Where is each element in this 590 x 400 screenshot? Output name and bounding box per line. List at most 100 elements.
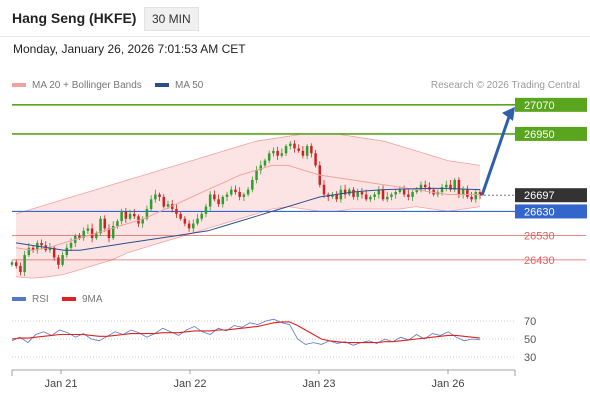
rsi-tick-70: 70	[524, 316, 536, 328]
candle-body	[213, 194, 216, 200]
candle-body	[179, 213, 182, 219]
level-label-target-2: 27070	[524, 100, 555, 112]
candle-body	[276, 150, 279, 156]
candle-body	[305, 146, 309, 156]
candle-body	[154, 194, 157, 200]
rsi-panel: 70 50 30	[11, 316, 536, 364]
candle-body	[19, 265, 22, 272]
candle-body	[57, 257, 60, 265]
x-axis: Jan 21 Jan 22 Jan 23 Jan 26	[11, 369, 516, 390]
level-tag-target-1	[515, 126, 587, 141]
candle-body	[196, 218, 199, 224]
candle-body	[297, 148, 300, 151]
legend-rsi: RSI	[12, 294, 49, 305]
candle-body	[293, 143, 296, 149]
x-tick-label: Jan 21	[44, 378, 77, 390]
timestamp: Monday, January 26, 2026 7:01:53 AM CET	[13, 42, 246, 56]
bollinger-bands	[15, 133, 481, 279]
candle-body	[331, 194, 334, 197]
candle-body	[470, 196, 473, 200]
candle-body	[474, 192, 478, 200]
candle-body	[322, 184, 326, 195]
candle-body	[255, 170, 258, 180]
candle-body	[280, 153, 284, 156]
candle-body	[411, 192, 414, 197]
rsi-swatch	[12, 297, 26, 302]
rsi-series-rsi	[11, 318, 481, 346]
candle-body	[90, 228, 94, 239]
candle-body	[225, 194, 229, 197]
candle-body	[377, 189, 381, 195]
candle-body	[14, 262, 18, 266]
legend-rsi-ma-label: 9MA	[82, 294, 103, 305]
candle-body	[23, 255, 26, 272]
candle-body	[166, 204, 170, 207]
candle-body	[466, 189, 469, 197]
candle-body	[360, 192, 364, 195]
candle-body	[385, 196, 389, 200]
credit-text: Research © 2026 Trading Central	[430, 80, 580, 91]
moving-averages	[15, 164, 481, 251]
x-tick-label: Jan 26	[431, 378, 464, 390]
candle-body	[31, 247, 35, 251]
candle-body	[453, 179, 456, 190]
candle-body	[394, 192, 397, 195]
forecast-arrow	[480, 106, 515, 196]
timeframe-badge[interactable]: 30 MIN	[144, 7, 199, 31]
candle-body	[272, 150, 275, 154]
candle-body	[242, 194, 246, 197]
candle-body	[419, 184, 423, 190]
candle-body	[423, 184, 427, 188]
candle-body	[440, 187, 444, 193]
rsi-tick-30: 30	[524, 352, 536, 364]
rsi-series-9ma	[11, 321, 481, 344]
ma50-swatch	[155, 83, 169, 88]
candle-body	[229, 189, 233, 195]
ma20-line	[15, 164, 480, 251]
level-tag-current-price	[515, 188, 587, 203]
candle-body	[352, 189, 355, 197]
bollinger-swatch	[12, 83, 26, 88]
candle-body	[48, 247, 52, 251]
rsi-tick-50: 50	[524, 334, 536, 346]
candle-body	[170, 204, 174, 210]
price-labels: 27070 26950 26697 26630 26530 26430	[515, 97, 587, 267]
candle-body	[120, 211, 123, 222]
candle-body	[267, 153, 271, 161]
candle-body	[284, 146, 288, 154]
candle-body	[314, 153, 317, 166]
candle-body	[343, 189, 347, 195]
candle-body	[124, 211, 128, 219]
candle-body	[192, 223, 195, 229]
candle-body	[149, 199, 153, 210]
candle-body	[103, 218, 107, 229]
candle-body	[82, 230, 85, 239]
candle-body	[200, 213, 203, 219]
x-tick-label: Jan 23	[302, 378, 335, 390]
candle-body	[162, 196, 166, 207]
candle-body	[445, 184, 448, 188]
candle-body	[183, 218, 187, 224]
level-label-support-2: 26430	[524, 255, 555, 267]
candle-body	[415, 189, 419, 193]
candle-body	[457, 179, 461, 195]
candle-body	[263, 160, 267, 166]
candle-body	[238, 192, 241, 197]
level-label-current-price: 26697	[524, 190, 555, 202]
instrument-title: Hang Seng (HKFE)	[12, 10, 137, 26]
candle-body	[356, 192, 359, 197]
candle-body	[259, 165, 263, 171]
candle-body	[208, 194, 212, 207]
forecast-arrow-shaft	[480, 116, 511, 196]
candle-body	[339, 189, 343, 200]
candle-body	[78, 235, 81, 239]
level-tag-pivot	[515, 204, 587, 219]
candle-body	[335, 194, 338, 200]
candle-body	[217, 199, 220, 205]
candle-body	[461, 189, 465, 195]
candle-body	[86, 228, 90, 231]
rsi-ma-swatch	[62, 297, 76, 302]
candle-body	[251, 179, 254, 190]
bollinger-fill	[16, 133, 480, 279]
